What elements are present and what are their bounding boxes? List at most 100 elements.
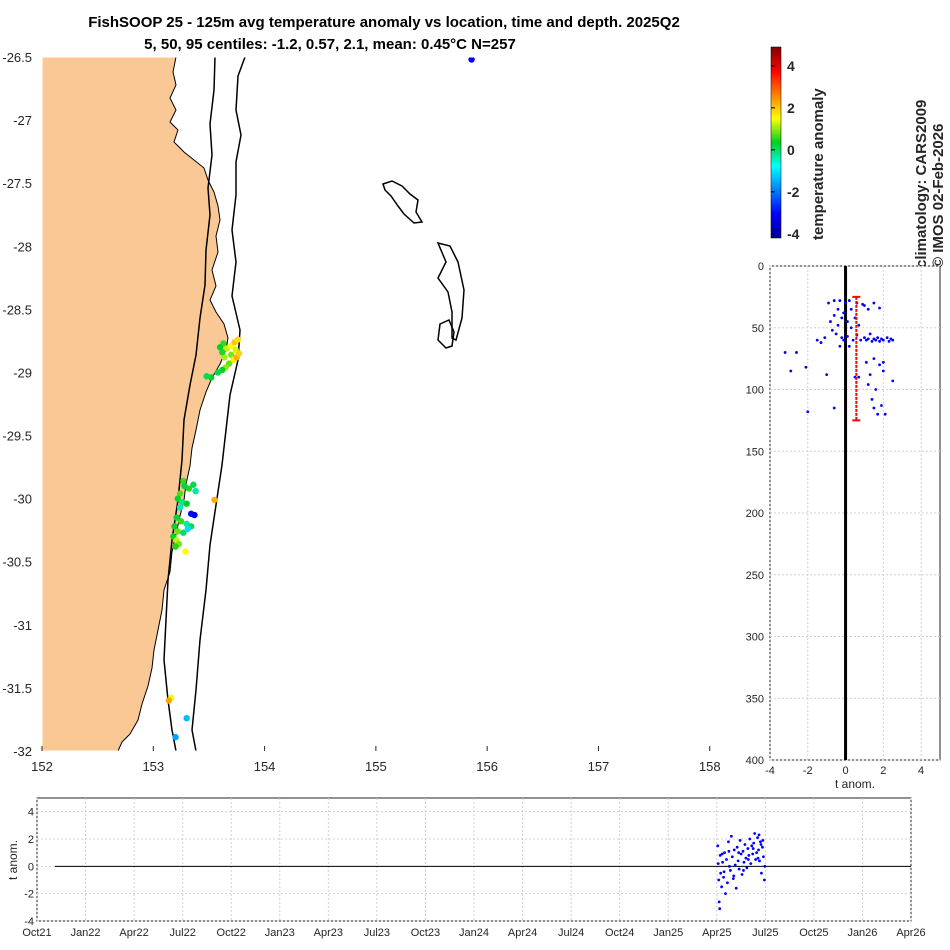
depth-point — [832, 299, 836, 302]
depth-point — [866, 337, 870, 341]
ts-point — [724, 892, 727, 896]
depth-point — [849, 326, 853, 330]
map-y-tick-label: -28.5 — [2, 302, 32, 317]
depth-point — [872, 406, 876, 410]
ts-point — [730, 855, 734, 859]
colorbar-tick-label: 4 — [787, 58, 795, 74]
depth-point — [834, 332, 838, 336]
ts-x-tick-label: Apr22 — [119, 927, 148, 939]
ts-point — [751, 847, 755, 850]
colorbar-tick-label: -4 — [787, 226, 800, 242]
ts-point — [722, 870, 726, 874]
ts-point — [728, 869, 732, 872]
ts-point — [733, 863, 737, 867]
ts-points — [716, 832, 767, 911]
ts-point — [746, 858, 750, 861]
ts-point — [720, 885, 724, 889]
ts-point — [755, 851, 758, 855]
ts-point — [745, 866, 749, 870]
ts-point — [757, 833, 761, 837]
ts-ylabel: t anom. — [6, 840, 20, 880]
map-point — [176, 504, 184, 511]
ts-point — [759, 843, 763, 846]
ts-point — [759, 840, 762, 844]
ts-point — [751, 852, 755, 856]
ts-point — [718, 854, 722, 857]
map-point — [192, 487, 199, 495]
depth-y-tick-label: 200 — [746, 508, 764, 520]
map-points — [165, 56, 475, 741]
ts-point — [747, 854, 751, 857]
ts-point — [754, 858, 758, 861]
depth-y-tick-label: 400 — [746, 755, 764, 767]
map-y-tick-label: -26.5 — [2, 50, 32, 65]
depth-point — [838, 344, 842, 348]
depth-point — [870, 397, 874, 401]
depth-point — [815, 338, 819, 342]
depth-point — [830, 328, 834, 332]
ts-point — [761, 838, 765, 842]
map-frame — [41, 56, 733, 752]
ts-point — [727, 840, 730, 844]
ts-point — [748, 837, 752, 841]
map-point — [211, 496, 218, 504]
ts-point — [736, 859, 740, 863]
depth-point — [795, 351, 798, 354]
ts-y-tick-label: 2 — [28, 834, 34, 846]
map-point — [182, 548, 189, 555]
map-y-tick-label: -27.5 — [2, 176, 32, 191]
map-point — [234, 336, 242, 343]
colorbar-tick-label: 0 — [787, 142, 795, 158]
seamount-1 — [382, 180, 424, 224]
depth-x-tick-label: -4 — [765, 765, 775, 777]
depth-point — [829, 320, 832, 323]
depth-point — [881, 338, 885, 342]
depth-x-tick-label: 4 — [918, 765, 924, 777]
ts-point — [746, 847, 750, 850]
ts-point — [717, 878, 721, 882]
map-x-tick-label: 152 — [31, 759, 53, 774]
depth-point — [806, 410, 810, 414]
depth-point — [863, 336, 866, 340]
map-point — [219, 349, 226, 356]
map-y-tick-label: -31.5 — [2, 681, 32, 696]
map-point — [203, 373, 210, 380]
map-point — [180, 529, 187, 536]
ts-point — [750, 844, 754, 848]
map-point — [184, 525, 191, 533]
depth-point — [789, 369, 793, 373]
map-x-tick-label: 155 — [365, 759, 387, 774]
ts-x-tick-label: Jan23 — [265, 927, 295, 939]
ts-point — [716, 844, 720, 848]
map-y-tick-label: -30 — [13, 492, 32, 507]
climatology-label: climatology: CARS2009 — [913, 100, 930, 268]
depth-point — [783, 351, 787, 354]
map-point — [174, 528, 181, 535]
depth-point — [864, 360, 868, 364]
ts-point — [740, 873, 744, 876]
depth-point — [866, 307, 870, 311]
ts-y-tick-label: -2 — [24, 889, 34, 901]
ts-point — [738, 838, 742, 842]
depth-point — [881, 360, 885, 364]
depth-point — [863, 304, 866, 307]
depth-point — [872, 301, 876, 305]
map-point — [216, 344, 224, 351]
ts-y-tick-label: 0 — [28, 861, 34, 873]
depth-point — [847, 299, 851, 302]
ts-point — [741, 849, 745, 853]
map-y-tick-label: -30.5 — [2, 555, 32, 570]
depth-point — [889, 337, 893, 341]
depth-point — [846, 334, 849, 338]
map-y-tick-label: -31 — [13, 618, 32, 633]
ts-x-axis: Oct21 Jan22 Apr22 Jul22 Oct22 Jan23 Apr23 Jul23… — [22, 927, 925, 939]
ts-point — [725, 858, 728, 861]
ts-point — [737, 867, 741, 871]
ts-x-tick-label: Apr26 — [896, 927, 925, 939]
ts-x-tick-label: Oct23 — [411, 927, 440, 939]
depth-point — [880, 404, 883, 407]
map-y-tick-label: -28 — [13, 239, 32, 254]
map-x-axis: 152 153 154 155 156 157 158 — [31, 746, 721, 774]
map-point — [183, 714, 190, 722]
